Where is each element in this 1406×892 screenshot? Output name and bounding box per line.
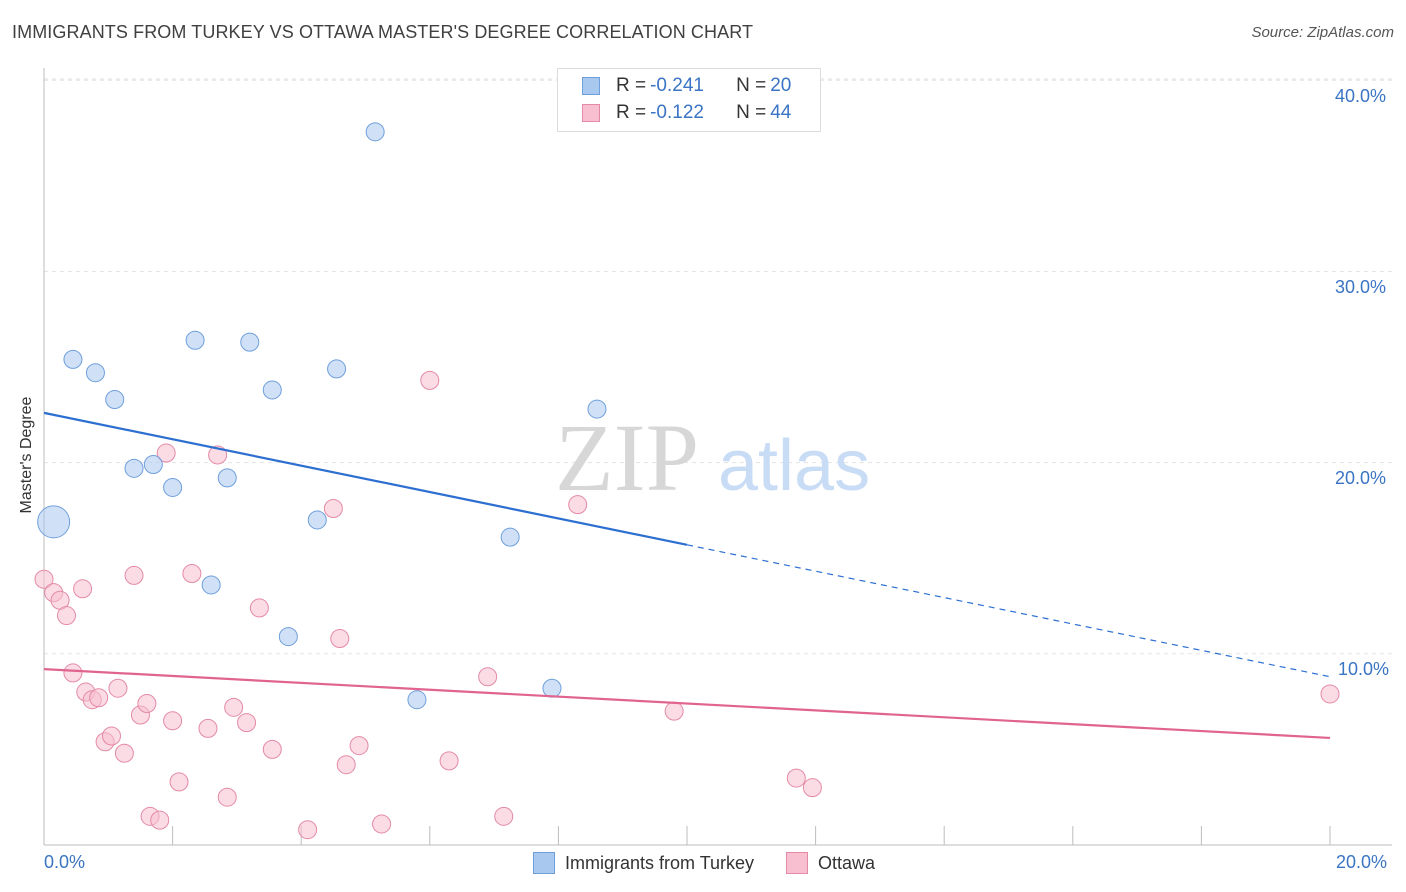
data-point xyxy=(150,810,170,830)
data-point xyxy=(105,390,125,410)
data-point xyxy=(73,579,93,599)
data-point xyxy=(63,663,83,683)
turkey-points xyxy=(37,122,607,710)
legend-n-value: 20 xyxy=(770,75,792,96)
data-point xyxy=(114,743,134,763)
data-point xyxy=(102,726,122,746)
data-point xyxy=(587,399,607,419)
legend-row-turkey: R = -0.241 N = 20 xyxy=(582,74,791,98)
grid xyxy=(44,78,1392,655)
watermark-zip: ZIP xyxy=(555,404,699,511)
data-point xyxy=(240,332,260,352)
data-point xyxy=(143,455,163,475)
data-point xyxy=(57,606,77,626)
data-point xyxy=(278,627,298,647)
data-point xyxy=(568,495,588,515)
x-tick-right: 20.0% xyxy=(1336,852,1388,872)
data-point xyxy=(349,736,369,756)
data-point xyxy=(163,477,183,497)
data-point xyxy=(89,688,109,708)
legend-swatch-turkey xyxy=(582,77,600,95)
data-point xyxy=(237,713,257,733)
data-point xyxy=(420,370,440,390)
legend-r-value: -0.241 xyxy=(650,75,704,96)
data-point xyxy=(262,739,282,759)
data-point xyxy=(182,563,202,583)
data-point xyxy=(542,678,562,698)
trend-lines xyxy=(43,411,1331,740)
legend-n-value: 44 xyxy=(770,102,792,123)
data-point xyxy=(1320,684,1340,704)
data-point xyxy=(163,711,183,731)
data-point xyxy=(156,443,176,463)
y-tick-30: 30.0% xyxy=(1335,277,1387,297)
data-point xyxy=(336,755,356,775)
data-point xyxy=(217,787,237,807)
data-point xyxy=(327,359,347,379)
data-point xyxy=(124,565,144,585)
ottawa-points xyxy=(34,370,1340,840)
stats-legend: R = -0.241 N = 20 R = -0.122 N = 44 xyxy=(557,68,821,132)
data-point xyxy=(34,569,54,589)
legend-n-label: N = xyxy=(736,75,767,96)
data-point xyxy=(307,510,327,530)
data-point xyxy=(63,349,83,369)
y-axis-label: Master's Degree xyxy=(18,396,35,514)
data-point xyxy=(439,751,459,771)
data-point xyxy=(330,629,350,649)
data-point xyxy=(137,694,157,714)
data-point xyxy=(298,820,318,840)
data-point xyxy=(185,330,205,350)
data-point xyxy=(169,772,189,792)
legend-swatch-ottawa xyxy=(786,852,809,874)
data-point xyxy=(786,768,806,788)
legend-r-label: R = xyxy=(616,102,647,123)
data-point xyxy=(249,598,269,618)
x-tick-left: 0.0% xyxy=(44,852,86,872)
data-point xyxy=(262,380,282,400)
legend-r-label: R = xyxy=(616,75,647,96)
legend-swatch-ottawa xyxy=(582,104,600,122)
data-point xyxy=(198,718,218,738)
legend-row-ottawa: R = -0.122 N = 44 xyxy=(582,101,791,125)
series-legend: Immigrants from Turkey Ottawa xyxy=(533,852,907,874)
axes xyxy=(43,68,1392,846)
trend-line-solid xyxy=(43,667,1331,740)
data-point xyxy=(500,527,520,547)
data-point xyxy=(478,667,498,687)
data-point xyxy=(365,122,385,142)
legend-item-ottawa[interactable]: Ottawa xyxy=(786,852,875,874)
chart-title: IMMIGRANTS FROM TURKEY VS OTTAWA MASTER'… xyxy=(12,22,754,42)
data-point xyxy=(407,690,427,710)
data-point xyxy=(664,701,684,721)
data-point xyxy=(494,806,514,826)
y-tick-20: 20.0% xyxy=(1335,468,1387,488)
data-point xyxy=(323,498,343,518)
data-point xyxy=(124,458,144,478)
legend-n-label: N = xyxy=(736,102,767,123)
legend-label-turkey: Immigrants from Turkey xyxy=(565,852,755,873)
legend-item-turkey[interactable]: Immigrants from Turkey xyxy=(533,852,754,874)
trend-line-dashed xyxy=(686,544,1331,678)
data-point xyxy=(372,814,392,834)
data-point xyxy=(201,575,221,595)
data-point xyxy=(217,468,237,488)
legend-label-ottawa: Ottawa xyxy=(818,852,876,873)
y-tick-10: 10.0% xyxy=(1338,659,1390,679)
y-tick-40: 40.0% xyxy=(1335,86,1387,106)
data-point xyxy=(224,697,244,717)
legend-swatch-turkey xyxy=(533,852,555,874)
trend-line-solid xyxy=(43,411,688,546)
source-label: Source: ZipAtlas.com xyxy=(1251,24,1394,41)
data-point xyxy=(108,678,128,698)
data-point xyxy=(37,505,71,539)
data-point xyxy=(802,778,822,798)
legend-r-value: -0.122 xyxy=(650,102,704,123)
data-point xyxy=(85,363,105,383)
watermark-atlas: atlas xyxy=(718,426,870,506)
